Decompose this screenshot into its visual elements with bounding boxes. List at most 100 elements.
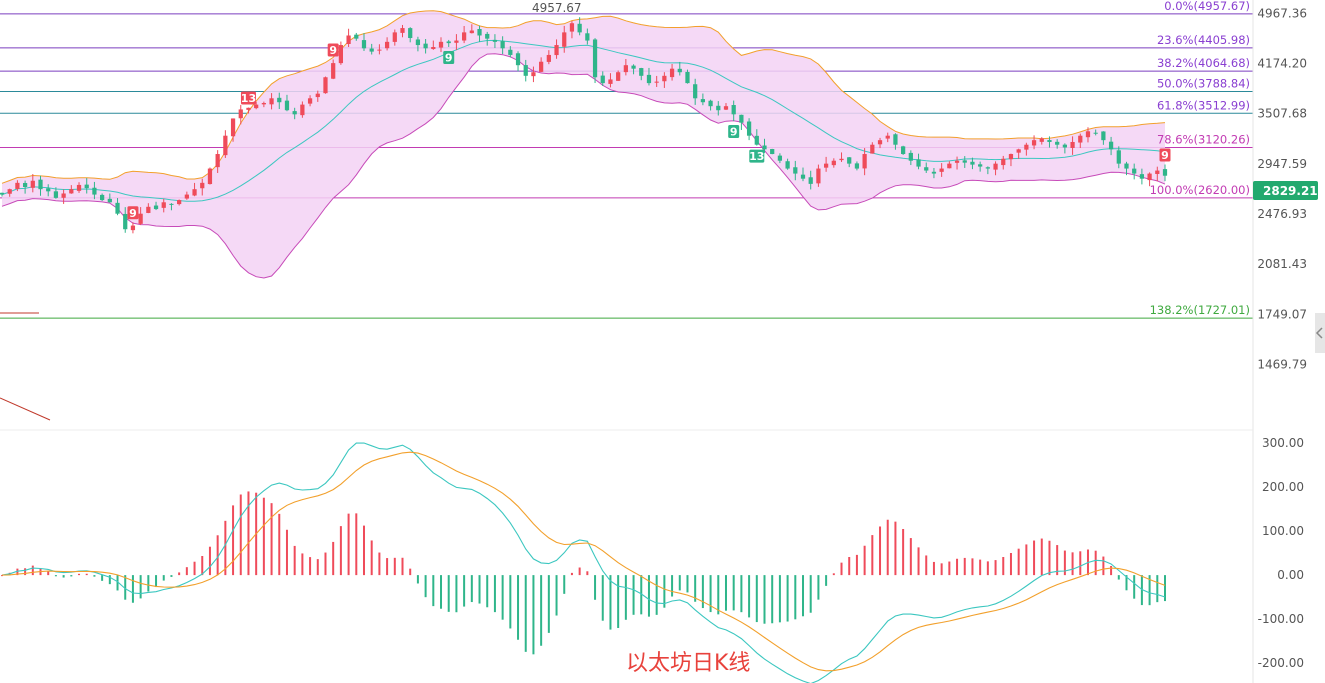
candle-body	[392, 32, 397, 42]
chart-watermark: 以太坊日K线	[626, 651, 750, 676]
candle	[500, 36, 505, 55]
candle	[1031, 135, 1037, 150]
candle	[46, 184, 51, 197]
candle	[577, 17, 582, 36]
macd-dea-line	[1, 451, 1166, 672]
candle-body	[1031, 140, 1037, 146]
candle	[931, 167, 937, 179]
td-marker-label: 13	[241, 92, 256, 105]
candle	[908, 150, 913, 166]
candle-body	[7, 189, 12, 194]
current-price-text: 2829.21	[1263, 184, 1318, 198]
candle-body	[947, 163, 952, 169]
macd-tick-label: 300.00	[1262, 436, 1304, 450]
candle	[608, 73, 613, 88]
macd-histogram-bar	[393, 557, 396, 576]
candle	[192, 182, 197, 197]
candle	[400, 24, 405, 38]
macd-histogram-bar	[362, 525, 365, 576]
candle	[631, 64, 636, 75]
macd-histogram-bar	[332, 541, 335, 576]
candle-body	[408, 28, 413, 39]
candle-body	[793, 167, 798, 174]
candle-body	[61, 193, 66, 198]
panel-collapse-handle[interactable]	[1315, 313, 1325, 353]
candle-body	[1062, 144, 1067, 148]
candle-body	[230, 118, 236, 137]
candle	[230, 118, 236, 142]
price-tick-label: 2947.59	[1257, 157, 1307, 171]
macd-histogram-bar	[101, 575, 104, 581]
candle	[277, 92, 282, 110]
candle	[746, 118, 752, 141]
candle-body	[600, 75, 605, 84]
macd-histogram-bar	[1009, 552, 1012, 576]
candle	[361, 33, 367, 51]
candle	[523, 59, 528, 82]
macd-histogram-bar	[447, 575, 450, 612]
macd-histogram-bar	[424, 575, 427, 598]
candle-body	[646, 74, 652, 84]
candle-body	[1001, 158, 1006, 166]
candle	[438, 37, 444, 53]
td-marker: 9	[127, 206, 139, 220]
macd-histogram-bar	[470, 575, 473, 603]
macd-histogram-bar	[902, 528, 905, 576]
candle	[269, 93, 274, 110]
candle	[200, 178, 205, 196]
candle-body	[770, 149, 775, 155]
candle-body	[1016, 149, 1021, 153]
td-marker-label: 9	[730, 126, 738, 139]
candle	[770, 148, 775, 155]
candle	[69, 185, 74, 194]
macd-histogram-bar	[855, 554, 858, 576]
macd-histogram-bar	[848, 557, 851, 576]
macd-histogram-bar	[93, 575, 96, 577]
candle-body	[762, 145, 767, 150]
candle	[639, 67, 644, 81]
candle	[978, 161, 983, 172]
candle	[492, 34, 498, 49]
td-marker-bg	[127, 206, 139, 220]
candle	[646, 67, 652, 86]
macd-histogram-bar	[178, 572, 181, 576]
macd-histogram-bar	[278, 513, 281, 576]
macd-histogram-bar	[1148, 575, 1151, 606]
macd-histogram-bar	[825, 575, 828, 586]
candle-body	[323, 77, 328, 94]
macd-histogram-bar	[1133, 575, 1136, 599]
macd-histogram-bar	[1102, 556, 1105, 576]
candle	[877, 137, 883, 149]
candle-body	[138, 213, 143, 224]
candle-body	[546, 54, 551, 62]
td-marker-bg	[749, 149, 765, 163]
candle	[1085, 127, 1091, 143]
fib-label: 38.2%(4064.68)	[1157, 56, 1250, 70]
candle-body	[492, 39, 498, 42]
macd-histogram-bar	[416, 575, 419, 584]
macd-histogram-bar	[347, 513, 350, 576]
candle	[531, 66, 536, 83]
candle-body	[800, 174, 806, 179]
candle-body	[1008, 154, 1014, 160]
macd-histogram-bar	[147, 575, 150, 592]
td-marker-bg	[1159, 148, 1171, 162]
candle-body	[1147, 173, 1152, 181]
macd-histogram-bar	[563, 575, 566, 594]
bollinger-fill	[2, 10, 1165, 279]
macd-histogram-bar	[47, 571, 50, 576]
macd-histogram-bar	[748, 575, 751, 618]
candle	[1101, 131, 1106, 145]
macd-histogram-bar	[208, 546, 211, 576]
macd-histogram-bar	[324, 552, 327, 576]
candle-body	[631, 65, 636, 69]
candle	[970, 157, 975, 170]
macd-histogram-bar	[409, 568, 412, 576]
candle-body	[1078, 135, 1083, 143]
candle	[1162, 164, 1168, 182]
candle	[238, 104, 243, 125]
macd-histogram-bar	[986, 561, 989, 576]
candle-body	[562, 32, 567, 47]
candle	[38, 175, 43, 196]
